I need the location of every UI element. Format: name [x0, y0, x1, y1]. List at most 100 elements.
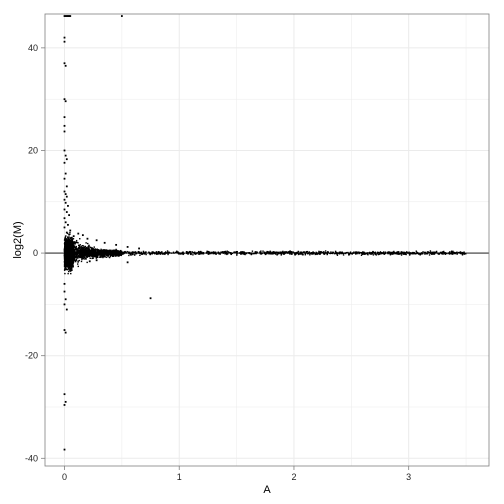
density-point: [278, 252, 280, 255]
density-point: [132, 251, 134, 253]
density-point: [448, 253, 451, 255]
density-point: [294, 254, 296, 256]
density-point: [72, 256, 74, 259]
density-point: [348, 254, 350, 256]
data-point: [95, 259, 98, 262]
data-point: [64, 201, 67, 204]
density-point: [65, 265, 68, 267]
density-point: [223, 251, 226, 254]
density-point: [225, 251, 227, 254]
density-point: [186, 251, 188, 253]
density-point: [79, 250, 82, 253]
density-point: [349, 251, 352, 253]
density-point: [221, 251, 223, 254]
density-point: [72, 257, 74, 260]
y-tick-label: 0: [33, 248, 38, 258]
density-point: [189, 251, 192, 253]
density-point: [189, 251, 191, 254]
density-point: [370, 253, 372, 255]
density-point: [71, 262, 73, 264]
density-point: [423, 251, 426, 254]
density-point: [371, 253, 373, 255]
density-point: [272, 253, 274, 255]
plot-border: [44, 13, 490, 467]
density-point: [67, 264, 69, 266]
density-point: [91, 249, 93, 251]
density-point: [115, 249, 118, 252]
density-point: [240, 253, 242, 255]
density-point: [64, 260, 66, 262]
density-point: [105, 249, 107, 251]
density-point: [148, 253, 151, 255]
density-point: [424, 253, 426, 255]
density-point: [357, 251, 359, 253]
density-point: [69, 266, 71, 269]
density-point: [118, 251, 120, 253]
density-point: [157, 253, 159, 255]
density-point: [96, 249, 99, 251]
density-point: [85, 255, 87, 257]
density-point: [88, 248, 90, 251]
density-point: [78, 245, 81, 247]
data-point: [65, 158, 68, 161]
density-point: [95, 253, 97, 255]
density-point: [190, 253, 192, 255]
density-point: [140, 253, 142, 255]
density-point: [119, 253, 122, 255]
density-point: [452, 250, 454, 253]
density-point: [85, 257, 87, 259]
data-point: [63, 393, 66, 396]
density-point: [326, 251, 329, 254]
density-point: [65, 247, 67, 249]
density-point: [404, 252, 407, 255]
data-point: [63, 161, 66, 164]
density-point: [81, 249, 84, 252]
density-point: [73, 247, 75, 249]
density-point: [71, 257, 73, 260]
density-point: [74, 259, 76, 262]
density-point: [72, 249, 74, 251]
density-point: [312, 251, 314, 254]
density-point: [79, 256, 81, 258]
density-point: [75, 259, 77, 261]
x-tick-label: 1: [177, 472, 182, 482]
density-point: [71, 238, 73, 241]
density-point: [75, 254, 78, 257]
density-point: [269, 252, 271, 255]
data-point: [63, 177, 66, 180]
density-point: [366, 252, 369, 255]
density-point: [105, 251, 107, 253]
density-point: [291, 251, 293, 253]
data-point: [63, 282, 66, 285]
density-point: [81, 247, 83, 249]
density-point: [284, 251, 286, 253]
density-point: [80, 247, 82, 249]
density-point: [86, 247, 89, 249]
density-point: [261, 252, 263, 255]
density-point: [94, 251, 97, 253]
density-point: [116, 254, 118, 256]
density-point: [139, 254, 141, 257]
density-point: [77, 242, 79, 244]
density-point: [376, 251, 379, 254]
y-axis-title: log2(M): [12, 221, 24, 258]
density-point: [67, 256, 69, 259]
density-point: [124, 251, 126, 254]
density-point: [361, 253, 363, 255]
data-point: [64, 193, 67, 195]
density-point: [81, 254, 83, 256]
density-point: [405, 253, 407, 256]
density-point: [75, 253, 78, 256]
density-point: [70, 239, 72, 242]
y-tick-label: 20: [28, 145, 38, 155]
density-point: [120, 251, 122, 253]
density-point: [65, 263, 68, 265]
density-point: [420, 253, 422, 255]
density-point: [91, 254, 94, 256]
density-point: [70, 247, 72, 249]
density-point: [66, 244, 69, 247]
density-point: [395, 251, 398, 254]
density-point: [167, 253, 169, 256]
density-point: [309, 254, 311, 256]
density-point: [67, 239, 70, 242]
